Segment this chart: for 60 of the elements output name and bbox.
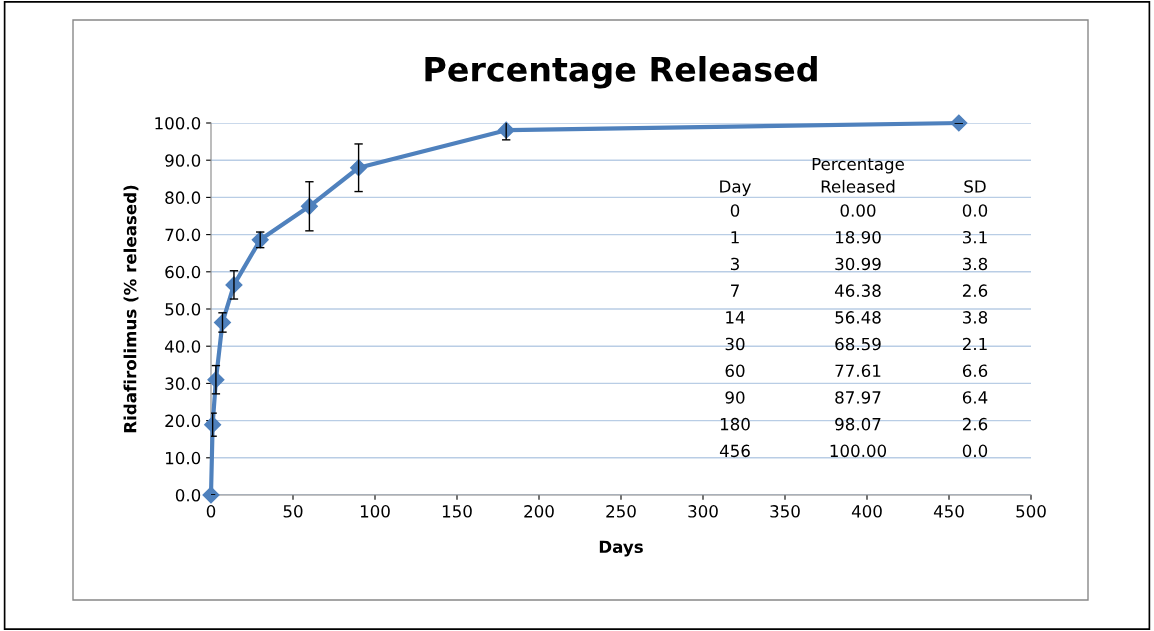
x-tick-label: 100 — [360, 505, 390, 518]
x-tick-label: 300 — [688, 505, 718, 518]
x-tick-label: 200 — [524, 505, 554, 518]
y-tick-label: 100.0 — [155, 116, 201, 130]
annotation: 6.6 — [962, 364, 988, 378]
point — [202, 486, 220, 504]
annotation: 100.00 — [830, 444, 887, 458]
y-axis-title: Ridafirolimus (% released) — [123, 185, 139, 433]
annotation: 18.90 — [835, 230, 881, 244]
annotation: 0.0 — [962, 444, 988, 458]
y-tick-label: 40.0 — [164, 340, 201, 353]
annotation: 2.1 — [962, 337, 987, 351]
annotation: 7 — [731, 284, 739, 297]
x-tick-label: 0 — [206, 505, 216, 518]
y-tick-label: 50.0 — [165, 302, 201, 316]
annotation: 77.61 — [835, 364, 881, 378]
annotation: SD — [964, 180, 986, 193]
annotation: 56.48 — [835, 311, 881, 324]
chart-title: Percentage Released — [425, 56, 817, 89]
x-tick-label: 500 — [1016, 505, 1046, 518]
annotation: 3.8 — [963, 257, 988, 271]
annotation: 2.6 — [962, 417, 988, 431]
y-tick-label: 90.0 — [165, 154, 201, 167]
x-tick-label: 50 — [283, 505, 303, 518]
annotation: 3.8 — [963, 311, 988, 324]
annotation: 46.38 — [834, 284, 881, 297]
annotation: 180 — [720, 417, 750, 431]
annotation: 456 — [719, 444, 750, 458]
y-tick-label: 80.0 — [165, 191, 201, 204]
y-tick-label: 30.0 — [165, 377, 201, 390]
annotation: 3 — [730, 257, 739, 271]
annotation: 14 — [726, 311, 745, 324]
y-tick-label: 20.0 — [165, 414, 201, 428]
y-tick-label: 70.0 — [165, 228, 201, 242]
annotation: 0 — [730, 204, 740, 217]
annotation: 3.1 — [963, 230, 987, 244]
annotation: 2.6 — [962, 284, 988, 297]
annotation: 90 — [725, 391, 745, 404]
annotation: 30 — [725, 337, 745, 351]
annotation: 1 — [731, 231, 739, 244]
annotation: 0.00 — [840, 204, 876, 217]
y-tick-label: 60.0 — [165, 265, 201, 279]
y-tick-label: 0.0 — [175, 488, 201, 502]
x-tick-label: 150 — [442, 505, 472, 518]
x-axis-title: Days — [599, 540, 643, 557]
annotation: 6.4 — [962, 391, 988, 404]
annotation: 0.0 — [962, 204, 988, 217]
y-tick-label: 10.0 — [166, 451, 201, 465]
x-tick-label: 350 — [770, 505, 800, 518]
annotation: 60 — [725, 364, 745, 378]
annotation: 87.97 — [835, 391, 881, 404]
x-tick-label: 400 — [851, 505, 882, 518]
annotation: 30.99 — [835, 257, 881, 271]
annotation: 98.07 — [835, 417, 881, 431]
point — [950, 114, 968, 132]
x-tick-label: 450 — [933, 505, 964, 518]
x-tick-label: 250 — [606, 505, 636, 518]
annotation: Day — [720, 180, 751, 196]
annotation: Percentage Released — [812, 157, 904, 193]
annotation: 68.59 — [835, 337, 881, 351]
